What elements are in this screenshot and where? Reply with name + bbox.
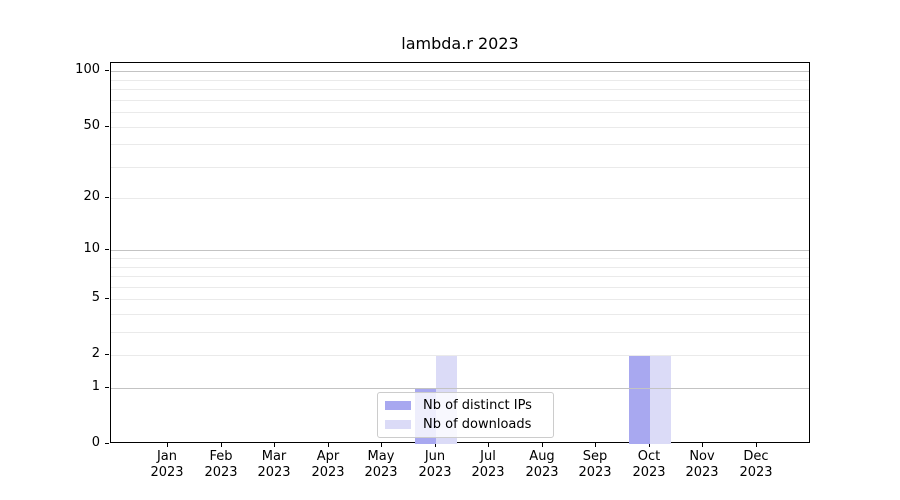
gridline-minor-60 (111, 112, 809, 113)
x-tick-label-line: Jul (480, 449, 496, 464)
y-tick-label-0: 0 (91, 435, 100, 450)
chart-title: lambda.r 2023 (401, 34, 519, 53)
gridline-minor-2 (111, 355, 809, 356)
y-tick-10 (105, 249, 109, 250)
legend-label-distinct-ips: Nb of distinct IPs (423, 398, 532, 413)
gridline-minor-6 (111, 287, 809, 288)
y-tick-label-5: 5 (91, 290, 100, 305)
x-tick-feb-2023 (221, 443, 222, 447)
bar-nb-of-distinct-ips-oct-2023 (629, 355, 650, 444)
x-tick-label-line: Apr (316, 449, 340, 464)
x-tick-nov-2023 (702, 443, 703, 447)
y-tick-label-100: 100 (75, 62, 100, 77)
x-tick-label-may-2023: May 2023 (349, 449, 413, 481)
legend: Nb of distinct IPs Nb of downloads (377, 392, 554, 438)
x-tick-label-line: Aug (529, 449, 555, 464)
gridline-minor-30 (111, 167, 809, 168)
x-tick-label-line: Nov (689, 449, 715, 464)
x-tick-mar-2023 (274, 443, 275, 447)
x-tick-label-nov-2023: Nov 2023 (670, 449, 734, 481)
y-tick-2 (105, 354, 109, 355)
x-tick-label-line: Sep (582, 449, 608, 464)
x-tick-label-line: Oct (637, 449, 661, 464)
x-tick-label-line: 2023 (525, 465, 559, 480)
legend-swatch-downloads (385, 420, 411, 429)
bar-nb-of-downloads-oct-2023 (650, 355, 671, 444)
x-tick-apr-2023 (328, 443, 329, 447)
gridline-minor-70 (111, 100, 809, 101)
gridline-minor-50 (111, 127, 809, 128)
gridline-minor-9 (111, 258, 809, 259)
y-tick-20 (105, 197, 109, 198)
gridline-minor-7 (111, 276, 809, 277)
x-tick-jun-2023 (435, 443, 436, 447)
x-tick-label-line: 2023 (311, 465, 345, 480)
gridline-minor-40 (111, 144, 809, 145)
x-tick-sep-2023 (595, 443, 596, 447)
y-tick-label-20: 20 (83, 189, 100, 204)
y-tick-label-50: 50 (83, 118, 100, 133)
y-tick-5 (105, 298, 109, 299)
x-tick-label-line: 2023 (632, 465, 666, 480)
gridline-minor-20 (111, 198, 809, 199)
x-tick-label-jul-2023: Jul 2023 (456, 449, 520, 481)
x-tick-label-jan-2023: Jan 2023 (135, 449, 199, 481)
plot-area (110, 62, 810, 444)
x-tick-label-line: May (367, 449, 395, 464)
x-tick-label-line: 2023 (471, 465, 505, 480)
x-tick-label-line: 2023 (204, 465, 238, 480)
y-tick-label-10: 10 (83, 241, 100, 256)
gridline-minor-3 (111, 332, 809, 333)
x-tick-label-aug-2023: Aug 2023 (510, 449, 574, 481)
gridline-minor-4 (111, 314, 809, 315)
y-tick-100 (105, 70, 109, 71)
legend-entry-downloads: Nb of downloads (385, 415, 546, 434)
x-tick-label-line: 2023 (418, 465, 452, 480)
y-tick-label-1: 1 (91, 379, 100, 394)
x-tick-dec-2023 (756, 443, 757, 447)
gridline-minor-90 (111, 80, 809, 81)
x-tick-jul-2023 (488, 443, 489, 447)
legend-entry-distinct-ips: Nb of distinct IPs (385, 396, 546, 415)
gridline-minor-8 (111, 267, 809, 268)
x-tick-label-line: Jan (156, 449, 178, 464)
x-tick-label-mar-2023: Mar 2023 (242, 449, 306, 481)
x-tick-label-sep-2023: Sep 2023 (563, 449, 627, 481)
x-tick-aug-2023 (542, 443, 543, 447)
x-tick-label-dec-2023: Dec 2023 (724, 449, 788, 481)
legend-swatch-distinct-ips (385, 401, 411, 410)
y-tick-label-2: 2 (91, 346, 100, 361)
x-tick-label-apr-2023: Apr 2023 (296, 449, 360, 481)
x-tick-label-line: 2023 (578, 465, 612, 480)
x-tick-label-line: Dec (743, 449, 769, 464)
x-tick-label-feb-2023: Feb 2023 (189, 449, 253, 481)
gridline-major-10 (111, 250, 809, 251)
x-tick-label-line: 2023 (364, 465, 398, 480)
x-tick-label-line: 2023 (150, 465, 184, 480)
gridline-major-100 (111, 71, 809, 72)
x-tick-jan-2023 (167, 443, 168, 447)
x-tick-label-oct-2023: Oct 2023 (617, 449, 681, 481)
gridline-minor-5 (111, 299, 809, 300)
x-tick-label-line: Feb (209, 449, 233, 464)
y-tick-0 (105, 443, 109, 444)
x-tick-label-line: 2023 (685, 465, 719, 480)
legend-label-downloads: Nb of downloads (423, 417, 532, 432)
x-tick-label-line: Mar (261, 449, 287, 464)
x-tick-label-line: Jun (424, 449, 446, 464)
x-tick-label-line: 2023 (739, 465, 773, 480)
gridline-minor-80 (111, 89, 809, 90)
x-tick-may-2023 (381, 443, 382, 447)
x-tick-label-jun-2023: Jun 2023 (403, 449, 467, 481)
gridline-major-1 (111, 388, 809, 389)
y-tick-1 (105, 387, 109, 388)
x-tick-label-line: 2023 (257, 465, 291, 480)
x-tick-oct-2023 (649, 443, 650, 447)
y-tick-50 (105, 126, 109, 127)
